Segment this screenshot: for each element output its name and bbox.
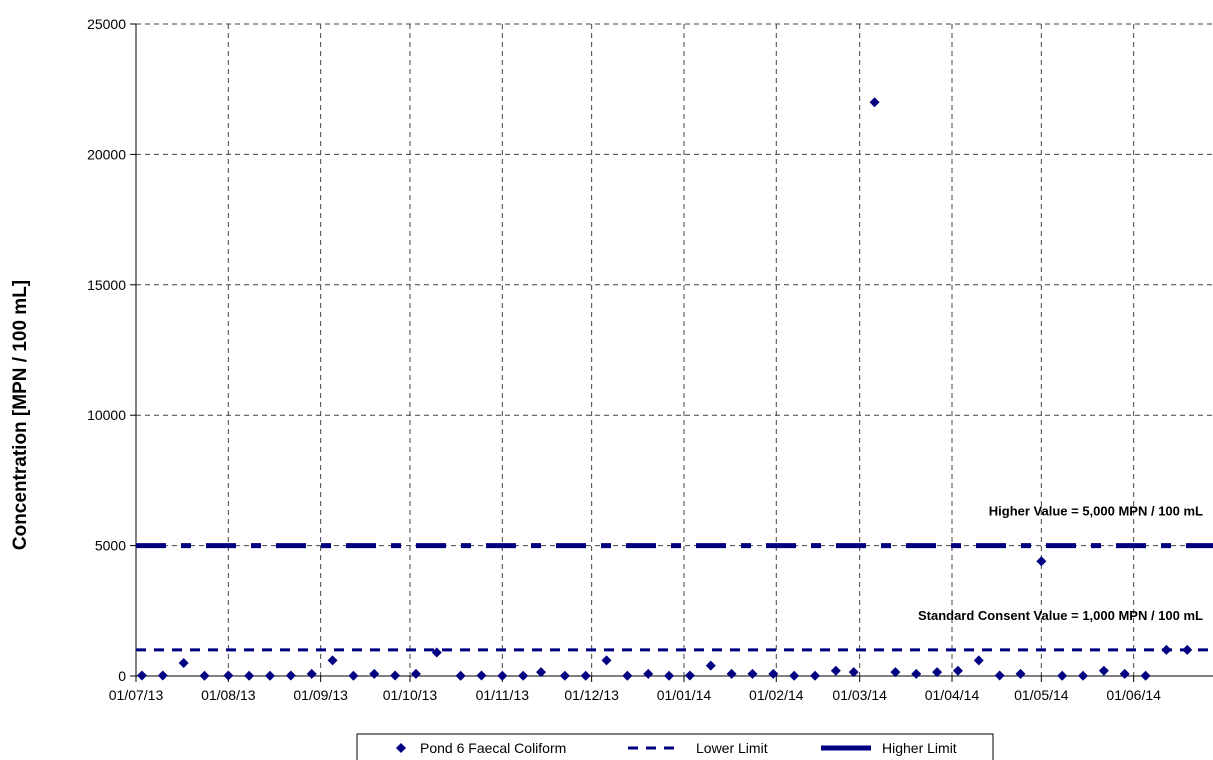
x-tick-label: 01/08/13 xyxy=(201,687,256,703)
data-point xyxy=(348,670,359,681)
data-point xyxy=(848,667,859,678)
higher-value-annotation: Higher Value = 5,000 MPN / 100 mL xyxy=(989,504,1203,519)
data-point xyxy=(223,670,234,681)
gridlines xyxy=(130,23,1213,682)
data-point xyxy=(285,670,296,681)
data-point xyxy=(932,667,943,678)
data-point xyxy=(390,670,401,681)
data-point xyxy=(327,655,338,666)
x-tick-label: 01/01/14 xyxy=(657,687,712,703)
x-tick-label: 01/04/14 xyxy=(925,687,980,703)
x-tick-label: 01/05/14 xyxy=(1014,687,1069,703)
legend: Pond 6 Faecal Coliform Lower Limit Higher … xyxy=(356,733,994,760)
x-tick-label: 01/03/14 xyxy=(832,687,887,703)
data-point xyxy=(1036,556,1047,567)
annotations: Higher Value = 5,000 MPN / 100 mL Standar… xyxy=(918,504,1203,623)
y-tick-label: 25000 xyxy=(87,16,126,32)
data-point xyxy=(789,670,800,681)
data-point xyxy=(265,670,276,681)
data-point xyxy=(601,655,612,666)
data-point xyxy=(199,670,210,681)
limit-lines xyxy=(136,543,1213,652)
legend-marker-scatter xyxy=(396,743,406,753)
x-tick-label: 01/09/13 xyxy=(293,687,348,703)
data-point xyxy=(580,670,591,681)
data-point xyxy=(869,97,880,108)
data-point xyxy=(244,670,255,681)
data-point xyxy=(684,670,695,681)
data-point xyxy=(1140,670,1151,681)
legend-label: Lower Limit xyxy=(696,740,768,756)
data-point xyxy=(559,670,570,681)
data-point xyxy=(664,670,675,681)
data-point xyxy=(994,670,1005,681)
data-point xyxy=(830,665,841,676)
x-tick-label: 01/02/14 xyxy=(749,687,804,703)
data-point xyxy=(1015,668,1026,679)
x-tick-label: 01/11/13 xyxy=(476,687,530,703)
consent-value-annotation: Standard Consent Value = 1,000 MPN / 100… xyxy=(918,608,1203,623)
x-tick-label: 01/12/13 xyxy=(564,687,619,703)
data-point xyxy=(1119,668,1130,679)
data-point xyxy=(952,665,963,676)
data-point xyxy=(306,668,317,679)
data-point xyxy=(1098,665,1109,676)
data-point xyxy=(747,668,758,679)
data-point xyxy=(643,668,654,679)
data-point xyxy=(810,670,821,681)
data-point xyxy=(369,668,380,679)
data-point xyxy=(455,670,466,681)
legend-label: Higher Limit xyxy=(882,740,957,756)
data-point xyxy=(973,655,984,666)
data-point xyxy=(1182,644,1193,655)
legend-box xyxy=(356,733,994,760)
y-tick-label: 15000 xyxy=(87,277,126,293)
y-tick-label: 5000 xyxy=(95,538,126,554)
data-point xyxy=(1161,644,1172,655)
x-tick-label: 01/06/14 xyxy=(1106,687,1161,703)
data-point xyxy=(410,668,421,679)
y-tick-label: 10000 xyxy=(87,407,126,423)
y-axis-label: Concentration [MPN / 100 mL] xyxy=(10,280,31,550)
data-point xyxy=(497,670,508,681)
data-points xyxy=(136,97,1193,681)
data-point xyxy=(1078,670,1089,681)
data-point xyxy=(911,668,922,679)
legend-label: Pond 6 Faecal Coliform xyxy=(420,740,566,756)
data-point xyxy=(705,660,716,671)
data-point xyxy=(536,667,547,678)
data-point xyxy=(768,668,779,679)
data-point xyxy=(890,667,901,678)
data-point xyxy=(518,670,529,681)
data-point xyxy=(178,657,189,668)
y-tick-label: 20000 xyxy=(87,146,126,162)
data-point xyxy=(1057,670,1068,681)
x-tick-label: 01/07/13 xyxy=(109,687,164,703)
x-tick-labels: 01/07/13 01/08/13 01/09/13 01/10/13 01/11/13… xyxy=(109,687,1161,703)
data-point xyxy=(431,647,442,658)
x-tick-label: 01/10/13 xyxy=(383,687,438,703)
data-point xyxy=(622,670,633,681)
data-point xyxy=(157,670,168,681)
y-tick-labels: 0 5000 10000 15000 20000 25000 xyxy=(87,16,126,684)
data-point xyxy=(476,670,487,681)
data-point xyxy=(136,670,147,681)
y-tick-label: 0 xyxy=(118,668,126,684)
data-point xyxy=(726,668,737,679)
